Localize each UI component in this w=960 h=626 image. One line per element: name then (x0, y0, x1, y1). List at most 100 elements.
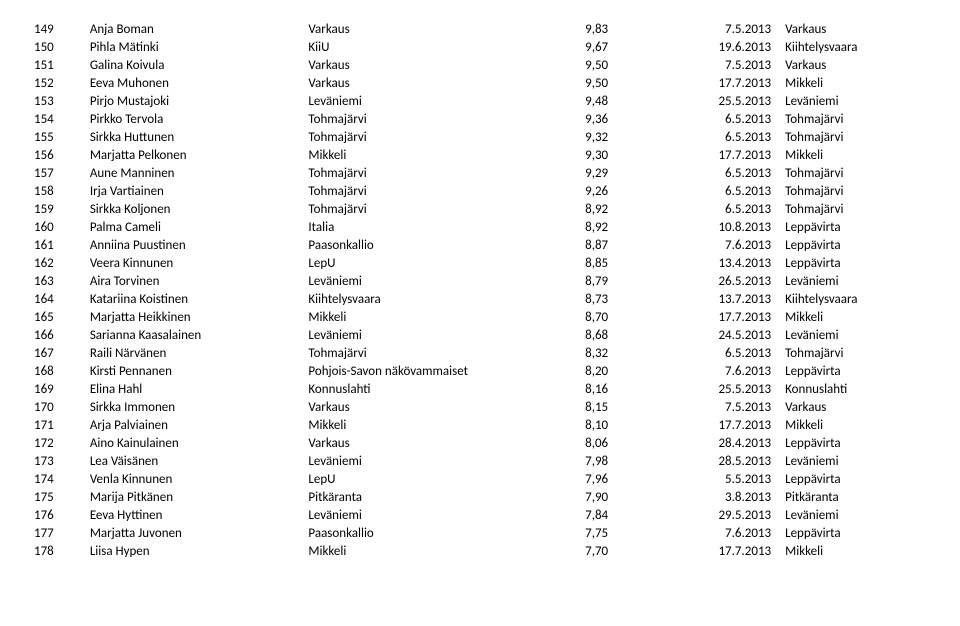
club-name: Tohmajärvi (304, 128, 581, 146)
row-number: 152 (30, 74, 86, 92)
table-row: 170Sirkka ImmonenVarkaus8,157.5.2013Vark… (30, 398, 930, 416)
result-date: 13.4.2013 (660, 254, 781, 272)
athlete-name: Aino Kainulainen (86, 434, 305, 452)
row-number: 171 (30, 416, 86, 434)
result-place: Leväniemi (781, 92, 930, 110)
row-number: 150 (30, 38, 86, 56)
table-row: 161Anniina PuustinenPaasonkallio8,877.6.… (30, 236, 930, 254)
row-number: 175 (30, 488, 86, 506)
result-place: Konnuslahti (781, 380, 930, 398)
table-row: 166Sarianna KaasalainenLeväniemi8,6824.5… (30, 326, 930, 344)
row-number: 158 (30, 182, 86, 200)
row-number: 162 (30, 254, 86, 272)
score-value: 8,92 (581, 218, 660, 236)
result-date: 5.5.2013 (660, 470, 781, 488)
score-value: 8,68 (581, 326, 660, 344)
athlete-name: Palma Cameli (86, 218, 305, 236)
result-place: Pitkäranta (781, 488, 930, 506)
result-place: Tohmajärvi (781, 344, 930, 362)
athlete-name: Marjatta Heikkinen (86, 308, 305, 326)
club-name: Varkaus (304, 434, 581, 452)
row-number: 174 (30, 470, 86, 488)
row-number: 176 (30, 506, 86, 524)
athlete-name: Galina Koivula (86, 56, 305, 74)
athlete-name: Aira Torvinen (86, 272, 305, 290)
athlete-name: Pihla Mätinki (86, 38, 305, 56)
result-place: Kiihtelysvaara (781, 38, 930, 56)
table-row: 160Palma CameliItalia8,9210.8.2013Leppäv… (30, 218, 930, 236)
athlete-name: Elina Hahl (86, 380, 305, 398)
result-place: Kiihtelysvaara (781, 290, 930, 308)
row-number: 166 (30, 326, 86, 344)
result-place: Tohmajärvi (781, 182, 930, 200)
score-value: 8,85 (581, 254, 660, 272)
athlete-name: Eeva Muhonen (86, 74, 305, 92)
table-row: 176Eeva HyttinenLeväniemi7,8429.5.2013Le… (30, 506, 930, 524)
row-number: 159 (30, 200, 86, 218)
result-date: 6.5.2013 (660, 164, 781, 182)
athlete-name: Sarianna Kaasalainen (86, 326, 305, 344)
club-name: Mikkeli (304, 416, 581, 434)
table-row: 163Aira TorvinenLeväniemi8,7926.5.2013Le… (30, 272, 930, 290)
table-row: 158Irja VartiainenTohmajärvi9,266.5.2013… (30, 182, 930, 200)
row-number: 169 (30, 380, 86, 398)
club-name: Varkaus (304, 20, 581, 38)
row-number: 149 (30, 20, 86, 38)
score-value: 9,26 (581, 182, 660, 200)
result-date: 17.7.2013 (660, 146, 781, 164)
score-value: 8,73 (581, 290, 660, 308)
score-value: 9,30 (581, 146, 660, 164)
result-date: 6.5.2013 (660, 200, 781, 218)
table-row: 172Aino KainulainenVarkaus8,0628.4.2013L… (30, 434, 930, 452)
club-name: Tohmajärvi (304, 182, 581, 200)
table-row: 155Sirkka HuttunenTohmajärvi9,326.5.2013… (30, 128, 930, 146)
athlete-name: Arja Palviainen (86, 416, 305, 434)
result-date: 7.6.2013 (660, 524, 781, 542)
result-date: 17.7.2013 (660, 416, 781, 434)
row-number: 172 (30, 434, 86, 452)
score-value: 7,98 (581, 452, 660, 470)
table-row: 150Pihla MätinkiKiiU9,6719.6.2013Kiihtel… (30, 38, 930, 56)
result-place: Leppävirta (781, 524, 930, 542)
result-date: 13.7.2013 (660, 290, 781, 308)
club-name: Varkaus (304, 74, 581, 92)
table-row: 175Marija Pitkänen Pitkäranta 7,903.8.2013… (30, 488, 930, 506)
result-place: Varkaus (781, 398, 930, 416)
score-value: 8,16 (581, 380, 660, 398)
club-name: Leväniemi (304, 452, 581, 470)
result-date: 7.5.2013 (660, 398, 781, 416)
result-place: Leppävirta (781, 236, 930, 254)
score-value: 7,90 (581, 488, 660, 506)
row-number: 168 (30, 362, 86, 380)
table-row: 168Kirsti PennanenPohjois-Savon näkövamm… (30, 362, 930, 380)
club-name: Konnuslahti (304, 380, 581, 398)
athlete-name: Sirkka Huttunen (86, 128, 305, 146)
score-value: 7,70 (581, 542, 660, 560)
athlete-name: Anja Boman (86, 20, 305, 38)
table-row: 173Lea VäisänenLeväniemi7,9828.5.2013Lev… (30, 452, 930, 470)
result-date: 7.5.2013 (660, 56, 781, 74)
result-date: 3.8.2013 (660, 488, 781, 506)
result-date: 10.8.2013 (660, 218, 781, 236)
athlete-name: Katariina Koistinen (86, 290, 305, 308)
result-date: 6.5.2013 (660, 182, 781, 200)
score-value: 9,29 (581, 164, 660, 182)
row-number: 167 (30, 344, 86, 362)
table-row: 169Elina HahlKonnuslahti8,1625.5.2013Kon… (30, 380, 930, 398)
club-name: KiiU (304, 38, 581, 56)
table-row: 149Anja BomanVarkaus9,837.5.2013Varkaus (30, 20, 930, 38)
athlete-name: Marjatta Pelkonen (86, 146, 305, 164)
result-place: Leväniemi (781, 506, 930, 524)
row-number: 161 (30, 236, 86, 254)
club-name: LepU (304, 470, 581, 488)
result-date: 6.5.2013 (660, 110, 781, 128)
club-name: Kiihtelysvaara (304, 290, 581, 308)
score-value: 9,67 (581, 38, 660, 56)
athlete-name: Eeva Hyttinen (86, 506, 305, 524)
club-name: LepU (304, 254, 581, 272)
club-name: Varkaus (304, 56, 581, 74)
club-name: Pohjois-Savon näkövammaiset (304, 362, 581, 380)
row-number: 155 (30, 128, 86, 146)
result-place: Mikkeli (781, 74, 930, 92)
athlete-name: Marija Pitkänen (86, 488, 305, 506)
